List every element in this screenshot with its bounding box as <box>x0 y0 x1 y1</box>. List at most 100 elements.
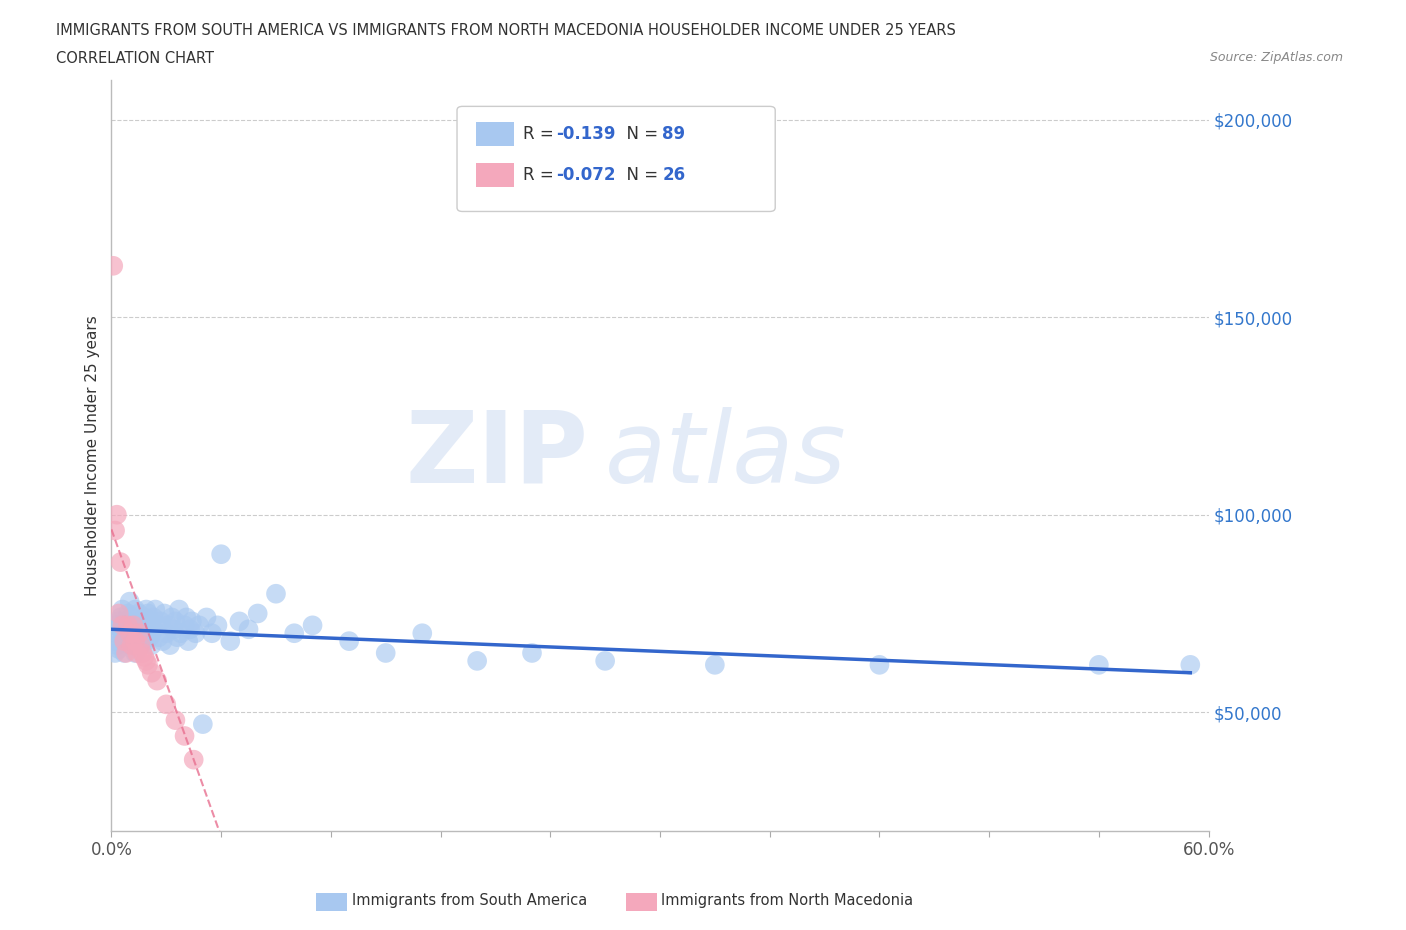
Point <box>122 630 145 644</box>
Point <box>107 642 129 657</box>
FancyBboxPatch shape <box>457 106 775 211</box>
Point <box>207 618 229 632</box>
Point <box>593 654 616 669</box>
Point <box>122 618 145 632</box>
Text: -0.139: -0.139 <box>555 126 616 143</box>
Point <box>162 622 184 637</box>
Point <box>121 638 143 653</box>
Point <box>337 633 360 648</box>
Text: R =: R = <box>523 126 558 143</box>
Point <box>152 633 174 648</box>
Point <box>139 614 162 629</box>
Point <box>165 712 187 727</box>
Point <box>124 633 146 648</box>
Text: IMMIGRANTS FROM SOUTH AMERICA VS IMMIGRANTS FROM NORTH MACEDONIA HOUSEHOLDER INC: IMMIGRANTS FROM SOUTH AMERICA VS IMMIGRA… <box>56 23 956 38</box>
Point <box>159 638 181 653</box>
Text: Immigrants from South America: Immigrants from South America <box>352 893 586 908</box>
Point <box>104 618 127 632</box>
Point <box>121 638 143 653</box>
Point <box>136 606 159 621</box>
Point <box>129 638 152 653</box>
Point <box>112 645 135 660</box>
Point <box>139 630 162 644</box>
Point <box>238 622 260 637</box>
Point <box>188 618 211 632</box>
Point <box>105 626 128 641</box>
Point <box>177 633 200 648</box>
Point <box>184 626 207 641</box>
Point <box>135 633 157 648</box>
Point <box>115 614 138 629</box>
Point <box>115 645 138 660</box>
Point <box>142 622 165 637</box>
Point <box>111 618 134 632</box>
Point <box>103 633 125 648</box>
Point <box>110 610 132 625</box>
Point <box>117 606 139 621</box>
Point <box>165 614 187 629</box>
Point <box>118 626 141 641</box>
Point <box>110 554 132 569</box>
Point <box>125 622 148 637</box>
Point <box>173 618 195 632</box>
Point <box>155 626 177 641</box>
Point <box>134 610 156 625</box>
Point <box>153 606 176 621</box>
Point <box>180 614 202 629</box>
Text: atlas: atlas <box>605 407 846 504</box>
Point <box>228 614 250 629</box>
Point <box>142 610 165 625</box>
Text: N =: N = <box>616 166 664 184</box>
Text: Immigrants from North Macedonia: Immigrants from North Macedonia <box>661 893 912 908</box>
Point <box>703 658 725 672</box>
Text: Source: ZipAtlas.com: Source: ZipAtlas.com <box>1209 51 1343 64</box>
Point <box>141 626 163 641</box>
Point <box>118 594 141 609</box>
Point <box>134 649 156 664</box>
Point <box>122 618 145 632</box>
Point <box>170 626 193 641</box>
Point <box>131 630 153 644</box>
Point <box>121 610 143 625</box>
Point <box>104 523 127 538</box>
Point <box>173 728 195 743</box>
Point <box>112 618 135 632</box>
Bar <box>475 122 515 146</box>
Point <box>129 638 152 653</box>
Point <box>117 618 139 632</box>
Point <box>179 622 201 637</box>
Point <box>134 622 156 637</box>
Point <box>1180 658 1202 672</box>
Point <box>146 618 169 632</box>
Point <box>124 645 146 660</box>
Point <box>143 602 166 617</box>
Point <box>115 626 138 641</box>
Point <box>136 618 159 632</box>
Point <box>104 645 127 660</box>
Point <box>246 606 269 621</box>
Text: N =: N = <box>616 126 664 143</box>
Point <box>128 614 150 629</box>
Point <box>465 654 488 669</box>
Point <box>301 618 323 632</box>
Point <box>111 630 134 644</box>
Point <box>128 606 150 621</box>
Point <box>160 610 183 625</box>
Point <box>176 610 198 625</box>
Point <box>124 602 146 617</box>
Point <box>117 633 139 648</box>
Point <box>155 697 177 711</box>
Point <box>411 626 433 641</box>
Point <box>209 547 232 562</box>
Point <box>128 626 150 641</box>
Point <box>135 602 157 617</box>
Point <box>131 645 153 660</box>
Point <box>129 626 152 641</box>
Text: CORRELATION CHART: CORRELATION CHART <box>56 51 214 66</box>
Point <box>118 622 141 637</box>
Point <box>149 614 172 629</box>
Point <box>183 752 205 767</box>
Point <box>374 645 396 660</box>
Point <box>125 645 148 660</box>
Point <box>135 654 157 669</box>
